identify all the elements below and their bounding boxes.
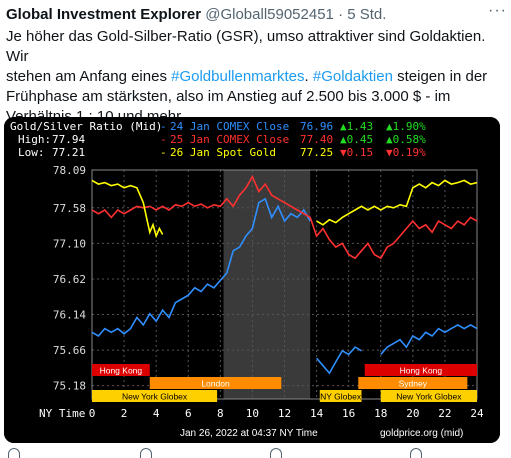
chart-title: Gold/Silver Ratio (Mid) bbox=[10, 120, 162, 133]
high-value: 77.94 bbox=[52, 133, 85, 146]
x-tick-label: 22 bbox=[438, 407, 451, 420]
x-tick-label: 18 bbox=[374, 407, 387, 420]
legend-percent: ▲1.90% bbox=[386, 120, 426, 133]
series-line bbox=[315, 346, 362, 375]
session-label: Hong Kong bbox=[100, 366, 143, 376]
chart-footer-date: Jan 26, 2022 at 04:37 NY Time bbox=[180, 428, 318, 439]
legend-change: ▲1.43 bbox=[340, 120, 373, 133]
legend-marker: - bbox=[160, 146, 167, 159]
x-axis-label: NY Time bbox=[39, 407, 85, 420]
x-tick-label: 20 bbox=[406, 407, 419, 420]
more-options-button[interactable]: ··· bbox=[488, 2, 507, 19]
x-tick-label: 16 bbox=[342, 407, 355, 420]
share-icon[interactable] bbox=[410, 448, 422, 458]
series-line bbox=[91, 174, 478, 260]
y-tick-label: 77.10 bbox=[53, 237, 86, 250]
x-tick-label: 4 bbox=[153, 407, 160, 420]
legend-value: 77.25 bbox=[300, 146, 333, 159]
reply-icon[interactable] bbox=[8, 448, 20, 458]
high-label: High: bbox=[18, 133, 51, 146]
session-bar bbox=[319, 390, 362, 402]
series-line bbox=[91, 197, 311, 338]
y-tick-label: 75.18 bbox=[53, 380, 86, 393]
legend-label: 26 Jan Spot Gold bbox=[170, 146, 276, 159]
session-bar bbox=[92, 364, 150, 376]
legend-marker: - bbox=[160, 120, 167, 133]
text-segment: stehen am Anfang eines bbox=[6, 68, 172, 85]
session-label: New York Globex bbox=[122, 392, 188, 402]
x-tick-label: 24 bbox=[470, 407, 484, 420]
retweet-icon[interactable] bbox=[140, 448, 152, 458]
series-line bbox=[380, 323, 478, 356]
tweet-actions bbox=[0, 448, 511, 458]
header-separator: · bbox=[338, 6, 344, 23]
legend-marker: - bbox=[160, 133, 167, 146]
session-bar bbox=[364, 364, 477, 376]
chart-image[interactable]: 78.09 77.58 77.10 76.62 76.14 75.66 75.18 0 2 4 6 8… bbox=[4, 117, 500, 443]
y-tick-label: 77.58 bbox=[53, 202, 86, 215]
session-bar bbox=[92, 390, 218, 402]
legend-percent: ▼0.19% bbox=[386, 146, 426, 159]
hashtag-link[interactable]: #Goldbullenmarktes bbox=[171, 68, 305, 85]
hashtag-link[interactable]: #Goldaktien bbox=[312, 68, 393, 85]
legend-value: 77.40 bbox=[300, 133, 333, 146]
tweet-text-line: Je höher das Gold-Silber-Ratio (GSR), um… bbox=[6, 28, 486, 65]
x-tick-label: 12 bbox=[278, 407, 291, 420]
x-tick-label: 6 bbox=[185, 407, 192, 420]
tweet-time[interactable]: 5 Std. bbox=[347, 6, 387, 23]
legend-change: ▼0.15 bbox=[340, 146, 373, 159]
legend-percent: ▲0.58% bbox=[386, 133, 426, 146]
tweet-header: Global Investment Explorer @Globall59052… bbox=[6, 5, 506, 25]
x-tick-label: 10 bbox=[246, 407, 259, 420]
session-label: Hong Kong bbox=[400, 366, 443, 376]
like-icon[interactable] bbox=[270, 448, 282, 458]
legend-label: 25 Jan COMEX Close bbox=[170, 133, 289, 146]
author-name[interactable]: Global Investment Explorer bbox=[6, 6, 202, 23]
legend-label: 24 Jan COMEX Close bbox=[170, 120, 289, 133]
low-value: 77.21 bbox=[52, 146, 85, 159]
session-label: London bbox=[201, 379, 230, 389]
x-tick-label: 8 bbox=[217, 407, 224, 420]
y-tick-label: 75.66 bbox=[53, 344, 86, 357]
x-tick-label: 0 bbox=[89, 407, 96, 420]
session-bar bbox=[358, 377, 468, 389]
session-label: NY Globex bbox=[320, 392, 362, 402]
legend-change: ▲0.45 bbox=[340, 133, 373, 146]
session-label: Sydney bbox=[399, 379, 428, 389]
series-line bbox=[316, 179, 478, 226]
text-segment: . bbox=[304, 68, 313, 85]
y-tick-label: 76.14 bbox=[53, 309, 86, 322]
text-segment: steigen in der bbox=[392, 68, 488, 85]
tweet-text-line: Frühphase am stärksten, also im Anstieg … bbox=[6, 88, 451, 105]
x-tick-label: 2 bbox=[121, 407, 128, 420]
y-tick-label: 76.62 bbox=[53, 273, 86, 286]
session-bar bbox=[380, 390, 477, 402]
author-handle[interactable]: @Globall59052451 bbox=[205, 6, 334, 23]
plot-border bbox=[91, 169, 478, 400]
series-line bbox=[91, 179, 164, 239]
legend-value: 76.96 bbox=[300, 120, 333, 133]
chart-footer-source: goldprice.org (mid) bbox=[380, 428, 463, 439]
tweet-text-line: stehen am Anfang eines #Goldbullenmarkte… bbox=[6, 67, 502, 87]
session-bar bbox=[149, 377, 282, 389]
session-label: New York Globex bbox=[396, 392, 462, 402]
low-label: Low: bbox=[18, 146, 45, 159]
x-tick-label: 14 bbox=[310, 407, 324, 420]
tweet-text: Je höher das Gold-Silber-Ratio (GSR), um… bbox=[6, 27, 502, 127]
y-tick-label: 78.09 bbox=[53, 164, 86, 177]
